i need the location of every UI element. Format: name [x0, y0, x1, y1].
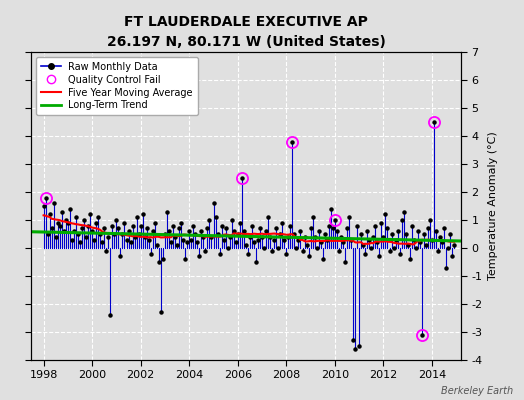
- Title: FT LAUDERDALE EXECUTIVE AP
26.197 N, 80.171 W (United States): FT LAUDERDALE EXECUTIVE AP 26.197 N, 80.…: [107, 15, 386, 50]
- Text: Berkeley Earth: Berkeley Earth: [441, 386, 514, 396]
- Legend: Raw Monthly Data, Quality Control Fail, Five Year Moving Average, Long-Term Tren: Raw Monthly Data, Quality Control Fail, …: [36, 57, 198, 115]
- Y-axis label: Temperature Anomaly (°C): Temperature Anomaly (°C): [488, 132, 498, 280]
